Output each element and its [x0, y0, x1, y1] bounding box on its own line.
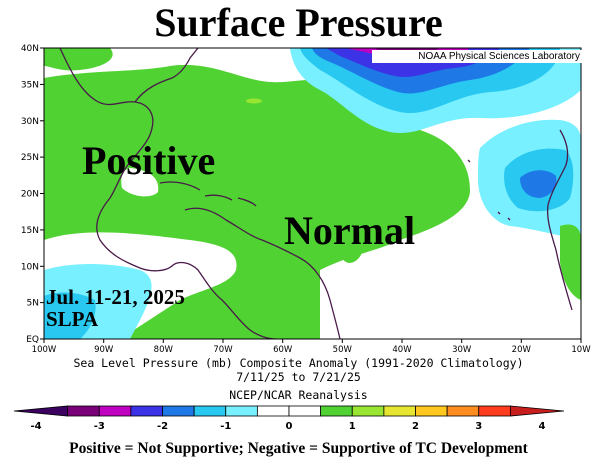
colorbar-tick-label: -2	[157, 421, 168, 432]
colorbar-swatch	[351, 405, 385, 417]
colorbar-tick-label: 0	[286, 421, 293, 432]
lon-tick-label: 50W	[333, 345, 353, 355]
colorbar-swatch	[13, 405, 69, 417]
lat-tick-label: 10N	[21, 262, 39, 272]
lon-tick-label: 100W	[32, 345, 57, 355]
lon-tick-label: 80W	[154, 345, 174, 355]
normal-label: Normal	[284, 208, 416, 253]
lat-tick-label: 25N	[21, 153, 39, 163]
colorbar-swatch	[98, 405, 132, 417]
colorbar-swatch	[509, 405, 565, 417]
positive-label: Positive	[82, 138, 216, 183]
map-title: Surface Pressure	[154, 0, 443, 45]
colorbar-swatch	[320, 405, 353, 417]
lon-tick-label: 30W	[452, 345, 472, 355]
colorbar-tick-label: 2	[412, 421, 419, 432]
footer-note: Positive = Not Supportive; Negative = Su…	[69, 440, 528, 457]
lat-tick-label: 30N	[21, 117, 39, 127]
variable-name: SLPA	[46, 307, 99, 331]
caption-variable: Sea Level Pressure (mb) Composite Anomal…	[73, 356, 524, 370]
colorbar-swatch	[415, 405, 448, 417]
date-label: Jul. 11-21, 2025 SLPA	[46, 286, 185, 330]
colorbar-swatch	[256, 405, 290, 417]
caption-dates: 7/11/25 to 7/21/25	[236, 370, 361, 384]
colorbar-tick-label: 4	[539, 421, 546, 432]
lat-tick-label: EQ	[26, 335, 39, 345]
credit-label: NOAA Physical Sciences Laboratory	[372, 50, 583, 63]
date-range: Jul. 11-21, 2025	[46, 285, 185, 309]
lon-tick-label: 60W	[273, 345, 293, 355]
colorbar-swatch	[193, 405, 227, 417]
lon-tick-label: 70W	[213, 345, 233, 355]
caption-source: NCEP/NCAR Reanalysis	[229, 388, 368, 402]
lon-tick-label: 20W	[512, 345, 532, 355]
colorbar-swatch	[162, 405, 195, 417]
lat-tick-label: 40N	[21, 44, 39, 54]
lat-tick-label: 20N	[21, 190, 39, 200]
lon-tick-label: 90W	[94, 345, 114, 355]
lon-tick-label: 10W	[571, 345, 591, 355]
colorbar-svg: -4 -3 -2 -1 0 1 2 3 4	[13, 405, 565, 432]
colorbar-swatch	[288, 405, 322, 417]
colorbar: -4 -3 -2 -1 0 1 2 3 4	[0, 400, 597, 434]
colorbar-swatch	[383, 405, 416, 417]
colorbar-swatch	[67, 405, 100, 417]
lat-tick-label: 5N	[27, 299, 39, 309]
colorbar-tick-label: -1	[220, 421, 231, 432]
lon-tick-label: 40W	[392, 345, 412, 355]
map-panel: EQ 5N 10N 15N 20N 25N 30N 35N 40N 100W 9…	[0, 40, 597, 360]
colorbar-tick-label: 3	[475, 421, 482, 432]
colorbar-tick-label: -3	[94, 421, 105, 432]
colorbar-swatch	[130, 405, 163, 417]
colorbar-tick-label: 1	[349, 421, 356, 432]
colorbar-tick-label: -4	[30, 421, 41, 432]
colorbar-swatch	[225, 405, 258, 417]
colorbar-swatch	[446, 405, 480, 417]
lat-tick-label: 35N	[21, 80, 39, 90]
colorbar-swatch	[478, 405, 511, 417]
lat-tick-label: 15N	[21, 226, 39, 236]
